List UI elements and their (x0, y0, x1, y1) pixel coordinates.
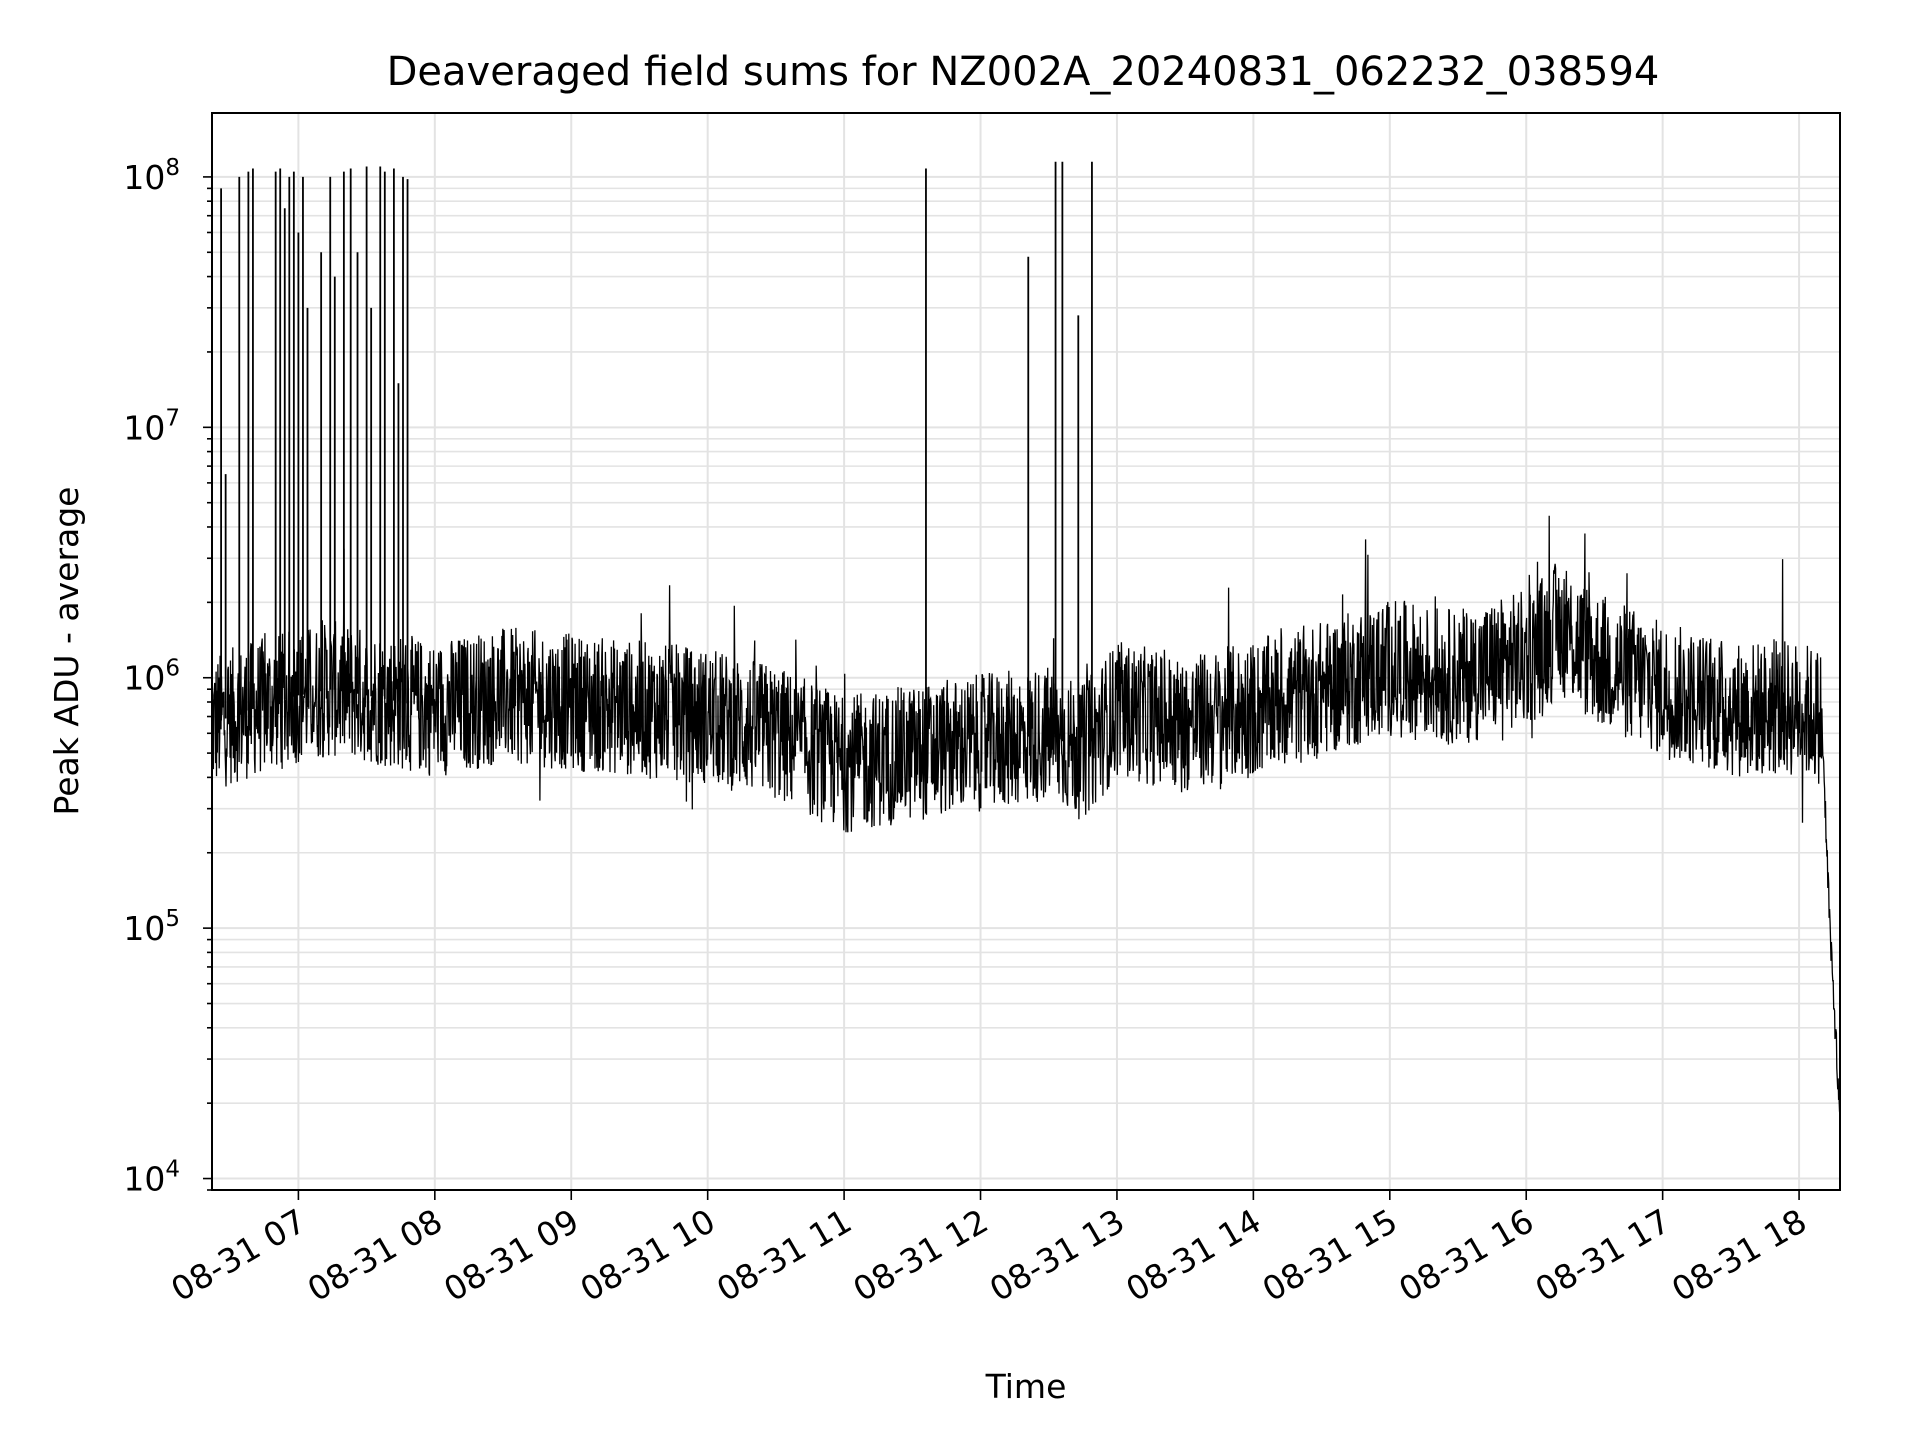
x-tick-label: 08-31 17 (1529, 1201, 1677, 1309)
y-tick-label: 104 (123, 1157, 180, 1199)
series-line (211, 161, 1841, 1117)
plot-frame (211, 112, 1841, 1191)
y-tick-label: 105 (123, 906, 180, 948)
x-axis-label: Time (985, 1367, 1067, 1406)
x-tick-label: 08-31 18 (1665, 1201, 1813, 1309)
x-tick-label: 08-31 08 (301, 1201, 449, 1309)
chart-title: Deaveraged field sums for NZ002A_2024083… (387, 49, 1660, 95)
x-tick-label: 08-31 12 (847, 1201, 995, 1309)
y-tick-label: 106 (123, 656, 180, 698)
x-tick-label: 08-31 13 (983, 1201, 1131, 1309)
y-tick-label: 108 (123, 155, 180, 197)
grid-lines (212, 113, 1840, 1191)
y-axis: 104 105 106 107 108 (123, 155, 212, 1199)
x-tick-label: 08-31 14 (1119, 1201, 1267, 1309)
x-tick-label: 08-31 10 (574, 1201, 722, 1309)
x-tick-label: 08-31 15 (1256, 1201, 1404, 1309)
y-tick-label: 107 (123, 405, 180, 447)
series-trace (211, 515, 1841, 1117)
x-tick-label: 08-31 11 (710, 1201, 858, 1309)
x-tick-label: 08-31 09 (437, 1201, 585, 1309)
x-tick-label: 08-31 16 (1392, 1201, 1540, 1309)
x-tick-label: 08-31 07 (164, 1201, 312, 1309)
y-axis-label: Peak ADU - average (47, 487, 86, 816)
